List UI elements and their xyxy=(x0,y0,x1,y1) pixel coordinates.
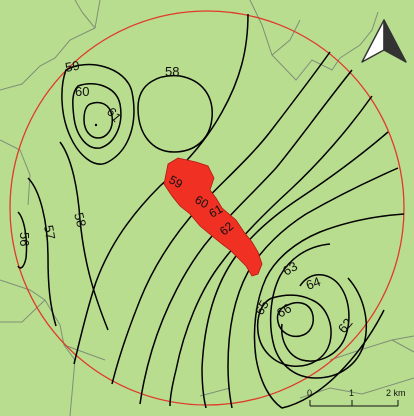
contour-peak-dot xyxy=(94,123,98,127)
contour-label: 56 xyxy=(17,232,32,246)
study-area-boundary xyxy=(9,10,405,406)
contour-label: 59 xyxy=(64,58,81,75)
contour-label: 57 xyxy=(41,224,58,241)
contour-57 xyxy=(27,177,57,327)
contour-58-loop xyxy=(137,74,213,153)
contour-label: 60 xyxy=(75,84,89,99)
north-arrow-icon xyxy=(361,19,407,63)
contour-60-loop xyxy=(72,83,122,149)
contour-56 xyxy=(17,211,28,269)
contour-61-loop xyxy=(83,101,114,139)
contour-65 xyxy=(256,294,332,367)
contour-label: 65 xyxy=(252,297,272,317)
contour-66 xyxy=(276,301,314,338)
contour-a xyxy=(73,13,249,365)
contour-63 xyxy=(269,243,367,379)
contour-59-loop xyxy=(61,63,135,165)
contour-label: 66 xyxy=(274,300,294,320)
scale-bar-tick-2: 2 km xyxy=(386,388,406,398)
contour-label: 63 xyxy=(280,258,300,278)
contour-64 xyxy=(280,274,350,362)
contour-d xyxy=(169,95,373,407)
contour-label: 60 xyxy=(193,192,212,211)
scale-bar-tick-0: 0 xyxy=(307,388,312,398)
contour-label: 58 xyxy=(71,211,89,229)
highlight-region xyxy=(163,157,263,277)
contour-58-left xyxy=(59,141,109,331)
contour-label: 61 xyxy=(207,202,226,221)
contour-label: 58 xyxy=(165,64,179,79)
contour-label: 59 xyxy=(167,172,186,191)
contour-label: 64 xyxy=(304,274,323,293)
scale-bar-tick-1: 1 xyxy=(349,388,354,398)
scale-bar: 0 1 2 km xyxy=(307,388,406,407)
